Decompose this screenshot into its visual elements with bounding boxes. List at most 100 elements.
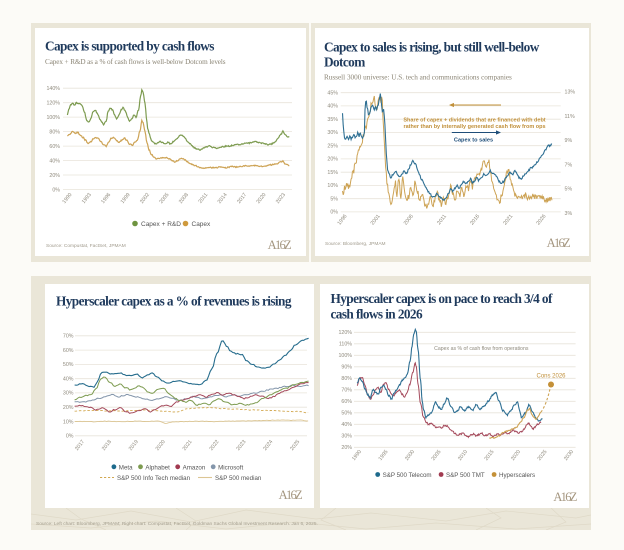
svg-text:2024: 2024 <box>262 439 274 452</box>
svg-text:S&P 500 TMT: S&P 500 TMT <box>446 472 485 479</box>
svg-text:2023: 2023 <box>235 439 247 452</box>
svg-text:2016: 2016 <box>469 214 481 227</box>
svg-text:9%: 9% <box>565 138 573 144</box>
svg-text:1995: 1995 <box>378 449 390 462</box>
svg-text:10%: 10% <box>327 183 338 189</box>
svg-text:2022: 2022 <box>209 439 221 452</box>
svg-text:Capex as % of cash flow from o: Capex as % of cash flow from operations <box>434 346 529 352</box>
svg-text:1999: 1999 <box>120 192 132 205</box>
svg-text:2023: 2023 <box>275 192 287 205</box>
svg-text:0%: 0% <box>52 187 60 193</box>
svg-text:2018: 2018 <box>101 439 113 452</box>
svg-text:60%: 60% <box>63 348 74 354</box>
svg-text:35%: 35% <box>327 117 338 123</box>
svg-text:40%: 40% <box>327 104 338 110</box>
svg-text:Hyperscaler capex is on pace t: Hyperscaler capex is on pace to reach 3/… <box>331 291 553 306</box>
svg-text:A16Z: A16Z <box>279 488 302 501</box>
svg-text:Capex to sales: Capex to sales <box>454 138 493 144</box>
svg-text:90%: 90% <box>341 365 352 371</box>
svg-text:60%: 60% <box>341 399 352 405</box>
svg-text:1990: 1990 <box>61 192 73 205</box>
svg-text:S&P 500 median: S&P 500 median <box>215 475 262 482</box>
svg-text:2025: 2025 <box>537 449 549 462</box>
svg-text:Source: Bloomberg, JPMAM: Source: Bloomberg, JPMAM <box>325 241 386 247</box>
svg-text:2026: 2026 <box>535 214 547 227</box>
svg-text:20%: 20% <box>341 445 352 451</box>
svg-text:2008: 2008 <box>178 192 190 205</box>
svg-text:50%: 50% <box>63 362 74 368</box>
svg-text:2017: 2017 <box>74 439 86 452</box>
svg-text:2020: 2020 <box>256 192 268 205</box>
svg-text:Capex + R&D: Capex + R&D <box>141 221 181 228</box>
svg-text:140%: 140% <box>46 86 60 92</box>
svg-text:70%: 70% <box>341 388 352 394</box>
svg-text:1993: 1993 <box>81 192 93 205</box>
svg-text:20%: 20% <box>327 157 338 163</box>
svg-text:2021: 2021 <box>182 439 194 452</box>
svg-text:30%: 30% <box>63 391 74 397</box>
svg-text:40%: 40% <box>63 377 74 383</box>
svg-text:S&P 500 Telecom: S&P 500 Telecom <box>383 472 432 479</box>
svg-text:A16Z: A16Z <box>268 238 291 252</box>
svg-text:2002: 2002 <box>139 192 151 205</box>
svg-text:60%: 60% <box>49 144 60 150</box>
svg-text:A16Z: A16Z <box>547 236 570 250</box>
svg-text:2017: 2017 <box>236 192 248 205</box>
svg-text:40%: 40% <box>341 422 352 428</box>
svg-text:80%: 80% <box>341 376 352 382</box>
svg-text:7%: 7% <box>565 163 573 169</box>
svg-text:2020: 2020 <box>155 439 167 452</box>
svg-text:110%: 110% <box>339 342 352 348</box>
svg-text:cash flows in 2026: cash flows in 2026 <box>331 307 423 322</box>
svg-text:120%: 120% <box>338 330 352 336</box>
svg-text:45%: 45% <box>327 91 338 97</box>
svg-text:2000: 2000 <box>404 449 416 462</box>
svg-text:2030: 2030 <box>563 449 575 462</box>
svg-text:2011: 2011 <box>436 213 448 226</box>
svg-text:Source: Compustat, FactSet, JP: Source: Compustat, FactSet, JPMAM <box>46 243 126 249</box>
svg-text:2005: 2005 <box>158 192 170 205</box>
svg-text:2010: 2010 <box>457 449 469 462</box>
svg-text:Capex + R&D as a % of cash flo: Capex + R&D as a % of cash flows is well… <box>45 58 226 66</box>
svg-text:80%: 80% <box>49 129 60 135</box>
svg-text:2020: 2020 <box>510 449 522 462</box>
svg-text:Share of capex + dividends tha: Share of capex + dividends that are fina… <box>403 117 545 123</box>
svg-text:Hyperscaler capex as a % of re: Hyperscaler capex as a % of revenues is … <box>56 293 292 308</box>
svg-text:2025: 2025 <box>289 439 301 452</box>
svg-text:30%: 30% <box>327 130 338 136</box>
svg-text:2019: 2019 <box>128 439 140 452</box>
svg-text:A16Z: A16Z <box>553 490 576 501</box>
svg-text:2015: 2015 <box>484 449 496 462</box>
svg-text:5%: 5% <box>330 197 338 203</box>
svg-text:20%: 20% <box>49 173 60 179</box>
svg-text:1990: 1990 <box>351 449 363 462</box>
svg-text:2005: 2005 <box>431 449 443 462</box>
svg-text:1996: 1996 <box>100 192 112 205</box>
svg-text:2001: 2001 <box>370 214 382 227</box>
svg-text:50%: 50% <box>341 411 352 417</box>
svg-text:2006: 2006 <box>403 214 415 227</box>
svg-text:2014: 2014 <box>217 192 229 205</box>
svg-text:0%: 0% <box>66 434 74 440</box>
svg-text:100%: 100% <box>46 115 60 121</box>
svg-text:rather than by internally gene: rather than by internally generated cash… <box>403 124 545 130</box>
svg-text:Dotcom: Dotcom <box>324 55 365 70</box>
svg-text:30%: 30% <box>341 434 352 440</box>
svg-text:13%: 13% <box>565 90 576 96</box>
svg-text:10%: 10% <box>63 419 74 425</box>
svg-text:2021: 2021 <box>502 214 514 227</box>
svg-text:11%: 11% <box>565 114 575 120</box>
svg-text:5%: 5% <box>565 187 573 193</box>
svg-text:15%: 15% <box>327 170 338 176</box>
svg-text:Microsoft: Microsoft <box>218 464 243 471</box>
svg-text:25%: 25% <box>327 144 338 150</box>
svg-text:70%: 70% <box>63 334 74 340</box>
svg-text:40%: 40% <box>49 158 60 164</box>
svg-text:Capex to sales is rising, but: Capex to sales is rising, but still well… <box>324 40 540 55</box>
svg-text:3%: 3% <box>565 211 573 217</box>
svg-text:0%: 0% <box>330 210 338 216</box>
svg-text:Russell 3000 universe: U.S. te: Russell 3000 universe: U.S. tech and com… <box>324 74 512 82</box>
svg-text:Capex: Capex <box>192 221 212 228</box>
svg-text:S&P 500 Info Tech median: S&P 500 Info Tech median <box>117 475 191 482</box>
svg-text:Amazon: Amazon <box>183 464 206 471</box>
